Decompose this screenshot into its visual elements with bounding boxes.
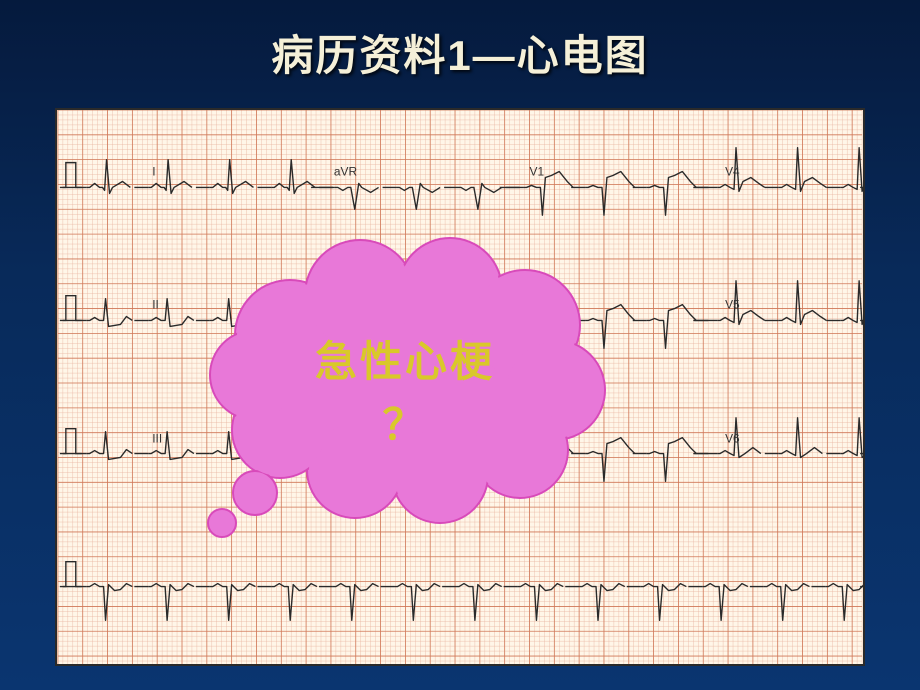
slide-title-container: 病历资料1—心电图 [0,0,920,101]
svg-text:V6: V6 [725,432,740,446]
svg-text:aVR: aVR [334,165,358,179]
ecg-svg: aVRV1V4aVLV5aVFV6IIIIII [57,110,863,664]
slide-title: 病历资料1—心电图 [271,32,648,79]
svg-text:V5: V5 [725,298,740,312]
svg-text:aVF: aVF [334,432,356,446]
svg-text:II: II [152,298,159,312]
svg-text:III: III [152,432,162,446]
svg-text:V1: V1 [529,165,544,179]
svg-text:I: I [152,165,155,179]
ecg-chart: aVRV1V4aVLV5aVFV6IIIIII [55,108,865,666]
svg-text:aVL: aVL [334,298,356,312]
svg-text:V4: V4 [725,165,740,179]
